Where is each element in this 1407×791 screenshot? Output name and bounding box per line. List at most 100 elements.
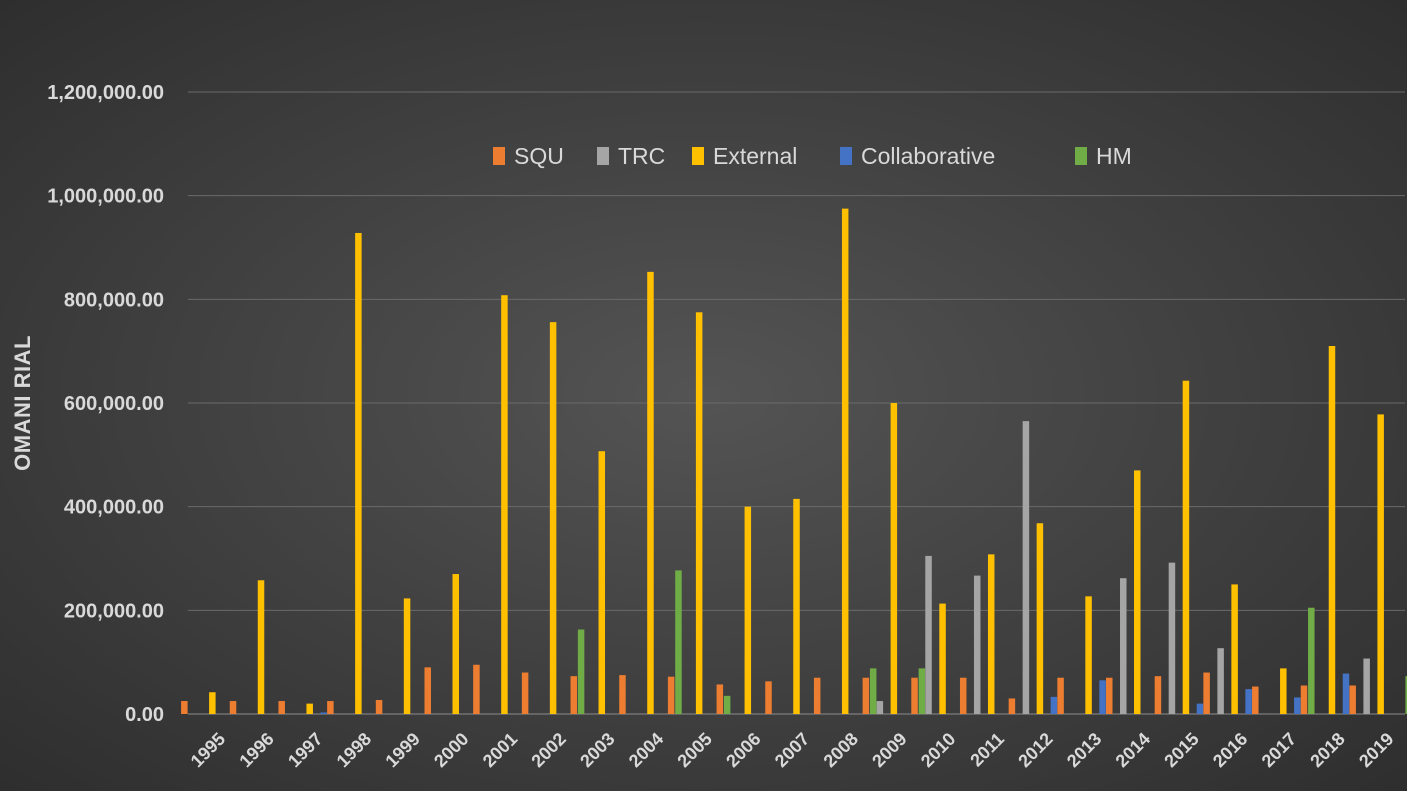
bar-collaborative-2018: [1342, 673, 1350, 714]
bar-external-2007: [793, 498, 800, 714]
x-tick-label: 2014: [1112, 729, 1154, 771]
bar-collaborative-2017: [1294, 697, 1301, 714]
x-tick-label: 1998: [333, 729, 375, 771]
legend-label-squ: SQU: [514, 143, 564, 169]
bar-squ-2006: [716, 684, 724, 714]
x-tick-label: 2019: [1355, 729, 1397, 771]
bar-squ-2013: [1057, 677, 1064, 714]
bar-squ-2012: [1008, 698, 1016, 714]
x-tick-label: 2012: [1014, 729, 1056, 771]
y-tick-label: 1,200,000.00: [47, 82, 164, 104]
bar-external-2019: [1377, 414, 1384, 714]
bar-collaborative-2012: [1050, 696, 1058, 714]
bar-squ-2015: [1154, 676, 1162, 714]
x-tick-label: 2010: [917, 729, 959, 771]
bar-squ-2007: [765, 681, 772, 714]
x-tick-label: 1999: [381, 729, 423, 771]
x-tick-label: 2013: [1063, 729, 1105, 771]
x-tick-label: 2004: [625, 729, 667, 771]
x-tick-label: 2000: [430, 729, 472, 771]
bar-trc-2014: [1120, 578, 1127, 714]
bar-trc-2009: [876, 701, 884, 714]
y-tick-label: 400,000.00: [64, 497, 164, 519]
bar-external-2012: [1036, 523, 1044, 714]
bar-external-1997: [306, 703, 313, 714]
x-tick-label: 2007: [771, 729, 813, 771]
bar-squ-2009: [862, 677, 870, 714]
legend-swatch-collaborative: [840, 147, 852, 165]
bar-external-2014: [1134, 470, 1141, 714]
legend-label-collaborative: Collaborative: [861, 143, 995, 169]
bar-squ-2003: [570, 676, 578, 714]
x-tick-label: 1997: [284, 729, 326, 771]
bar-external-2017: [1280, 668, 1287, 714]
bar-squ-2005: [667, 676, 675, 714]
bar-external-2001: [501, 295, 508, 714]
legend-swatch-external: [692, 147, 704, 165]
bar-trc-2019: [1363, 658, 1370, 714]
x-tick-label: 2002: [527, 729, 569, 771]
bar-squ-2014: [1106, 677, 1113, 714]
x-tick-label: 2018: [1306, 729, 1348, 771]
y-tick-label: 0.00: [125, 704, 164, 726]
bar-external-2003: [598, 451, 606, 714]
x-tick-label: 2015: [1160, 729, 1202, 771]
bar-external-2010: [939, 603, 946, 714]
y-axis-label: OMANI RIAL: [10, 335, 35, 471]
bar-external-2011: [987, 554, 995, 714]
y-tick-label: 600,000.00: [64, 393, 164, 415]
bar-external-2008: [841, 208, 849, 714]
bar-squ-1997: [278, 701, 285, 714]
bar-trc-2012: [1022, 421, 1030, 714]
bar-squ-2018: [1300, 685, 1308, 714]
bar-squ-2016: [1203, 672, 1210, 714]
bar-squ-1999: [375, 700, 383, 714]
bar-trc-2016: [1217, 648, 1224, 714]
legend: SQU TRC External Collaborative HM: [493, 143, 1132, 169]
bar-hm-2019: [1405, 676, 1407, 714]
y-axis-ticks: 0.00 200,000.00 400,000.00 600,000.00 800,00…: [47, 82, 164, 726]
x-tick-label: 1995: [187, 729, 229, 771]
bar-external-2018: [1328, 345, 1336, 714]
bar-hm-2017: [1308, 607, 1315, 714]
bar-squ-2008: [813, 677, 821, 714]
bar-external-1998: [355, 232, 362, 714]
bar-hm-2002: [577, 629, 585, 714]
bar-squ-2011: [959, 677, 967, 714]
bar-squ-2000: [424, 667, 431, 714]
bar-squ-2001: [473, 664, 480, 714]
bars: [181, 208, 1407, 714]
bar-collaborative-2015: [1196, 703, 1204, 714]
x-tick-label: 2001: [479, 729, 521, 771]
bar-collaborative-2013: [1099, 680, 1106, 714]
bar-external-1996: [257, 580, 265, 714]
x-axis-ticks: 1995 1996 1997 1998 1999 2000 2001 2002 2003 2004…: [187, 729, 1398, 771]
legend-swatch-trc: [597, 147, 609, 165]
bar-hm-2005: [723, 695, 731, 714]
x-tick-label: 2003: [576, 729, 618, 771]
bar-external-2002: [549, 322, 557, 714]
y-tick-label: 1,000,000.00: [47, 186, 164, 208]
x-tick-label: 2005: [674, 729, 716, 771]
legend-swatch-hm: [1075, 147, 1087, 165]
bar-external-2009: [890, 403, 898, 714]
bar-squ-2004: [619, 675, 626, 714]
y-tick-label: 800,000.00: [64, 289, 164, 311]
bar-squ-1996: [229, 701, 237, 714]
bar-external-1995: [209, 692, 216, 714]
legend-label-hm: HM: [1096, 143, 1132, 169]
legend-swatch-squ: [493, 147, 505, 165]
x-tick-label: 1996: [235, 729, 277, 771]
bar-squ-2017: [1252, 686, 1259, 714]
bar-external-2005: [695, 312, 703, 714]
bar-hm-2008: [869, 668, 877, 714]
bar-external-2016: [1231, 584, 1238, 714]
bar-external-2004: [647, 271, 654, 714]
x-tick-label: 2006: [722, 729, 764, 771]
legend-label-external: External: [713, 143, 797, 169]
legend-label-trc: TRC: [618, 143, 665, 169]
bar-trc-2010: [925, 555, 932, 714]
bar-squ-2019: [1349, 685, 1356, 714]
bar-trc-2015: [1168, 562, 1176, 714]
